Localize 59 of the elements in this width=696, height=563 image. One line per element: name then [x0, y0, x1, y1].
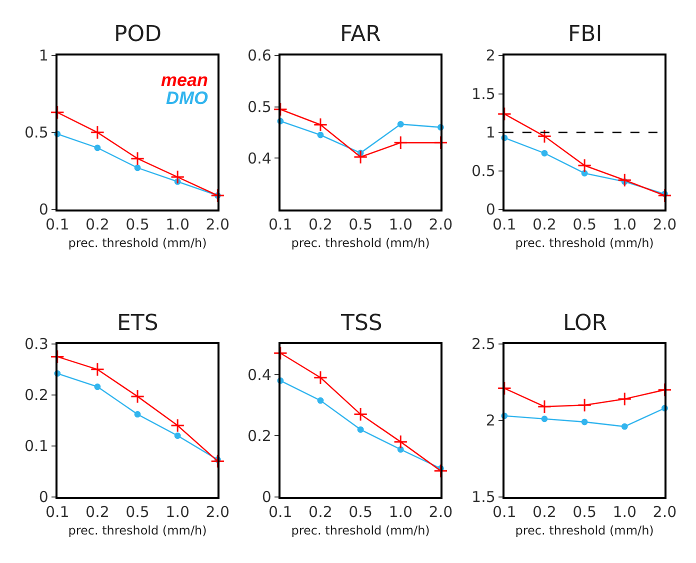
- y-tick-label: 0: [38, 488, 48, 506]
- y-tick-label: 0.6: [248, 46, 272, 65]
- x-tick-label: 2.0: [652, 215, 677, 234]
- x-tick-label: 0.2: [532, 502, 556, 521]
- x-tick-label: 1.0: [612, 502, 637, 521]
- x-tick-label: 0.5: [348, 502, 372, 521]
- x-axis-title: prec. threshold (mm/h): [68, 236, 207, 250]
- x-tick-label: 1.0: [166, 502, 190, 521]
- x-tick-label: 0.5: [126, 502, 150, 521]
- x-tick-label: 0.2: [308, 215, 332, 234]
- x-tick-label: 2.0: [206, 215, 230, 234]
- text: DMO: [166, 88, 208, 108]
- y-tick-label: 1: [486, 124, 496, 142]
- chart-title: FAR: [340, 22, 381, 47]
- y-tick-label: 0.5: [24, 124, 48, 142]
- y-tick-label: 2: [486, 412, 496, 430]
- y-tick-label: 0.4: [248, 366, 272, 384]
- x-tick-label: 0.5: [126, 215, 150, 234]
- y-tick-label: 1.5: [472, 488, 496, 506]
- y-tick-label: 1: [38, 46, 48, 65]
- x-tick-label: 1.0: [166, 215, 190, 234]
- x-tick-label: 0.2: [86, 502, 110, 521]
- chart-title: POD: [114, 22, 162, 47]
- x-tick-label: 2.0: [428, 502, 453, 521]
- x-tick-label: 1.0: [388, 502, 413, 521]
- y-tick-label: 0: [486, 200, 496, 219]
- y-tick-label: 0.5: [248, 98, 272, 116]
- chart-title: TSS: [340, 311, 382, 336]
- x-tick-label: 0.5: [348, 215, 372, 234]
- x-tick-label: 2.0: [428, 215, 453, 234]
- text: mean: [161, 70, 208, 90]
- x-tick-label: 0.2: [532, 215, 556, 234]
- y-tick-label: 0.2: [248, 426, 272, 445]
- x-axis-title: prec. threshold (mm/h): [68, 523, 207, 538]
- chart-title: LOR: [563, 311, 608, 336]
- x-axis-title: prec. threshold (mm/h): [291, 523, 430, 538]
- y-tick-label: 1.5: [472, 85, 496, 104]
- x-axis-title: prec. threshold (mm/h): [291, 236, 430, 250]
- y-tick-label: 0.4: [248, 149, 272, 168]
- x-tick-label: 0.5: [572, 215, 596, 234]
- y-tick-label: 2.5: [472, 335, 496, 354]
- x-axis-title: prec. threshold (mm/h): [515, 523, 654, 538]
- x-tick-label: 0.1: [268, 215, 292, 234]
- chart-title: ETS: [117, 311, 158, 336]
- y-tick-label: 0.5: [472, 162, 496, 180]
- x-tick-label: 0.2: [308, 502, 332, 521]
- x-tick-label: 2.0: [652, 502, 677, 521]
- y-tick-label: 0.1: [24, 437, 48, 456]
- x-tick-label: 1.0: [612, 215, 637, 234]
- y-tick-label: 2: [486, 46, 496, 65]
- y-tick-label: 0: [38, 200, 48, 219]
- y-tick-label: 0.2: [24, 386, 48, 404]
- chart-title: FBI: [568, 22, 602, 47]
- x-tick-label: 2.0: [206, 502, 230, 521]
- x-tick-label: 1.0: [388, 215, 413, 234]
- x-tick-label: 0.5: [572, 502, 596, 521]
- y-tick-label: 0.3: [24, 335, 48, 354]
- x-tick-label: 0.2: [86, 215, 110, 234]
- x-axis-title: prec. threshold (mm/h): [515, 236, 654, 250]
